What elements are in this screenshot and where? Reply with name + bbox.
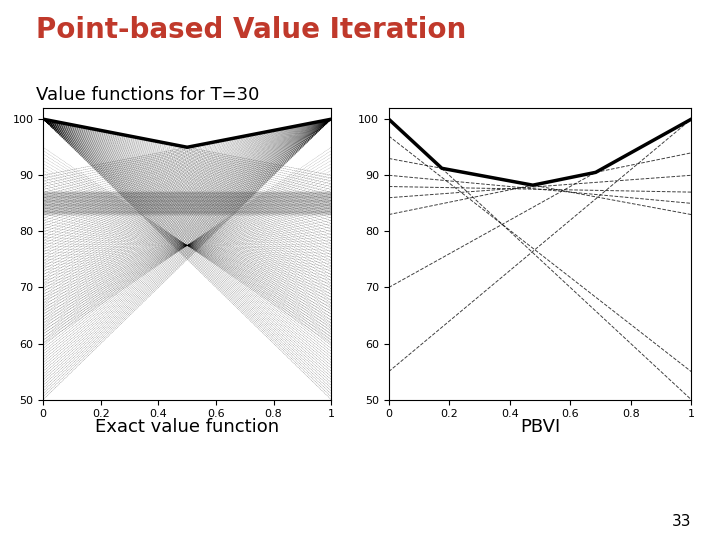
- Text: PBVI: PBVI: [520, 418, 560, 436]
- Text: Point-based Value Iteration: Point-based Value Iteration: [36, 16, 467, 44]
- Text: Value functions for T=30: Value functions for T=30: [36, 86, 259, 104]
- Text: Exact value function: Exact value function: [95, 418, 279, 436]
- Text: 33: 33: [672, 514, 691, 529]
